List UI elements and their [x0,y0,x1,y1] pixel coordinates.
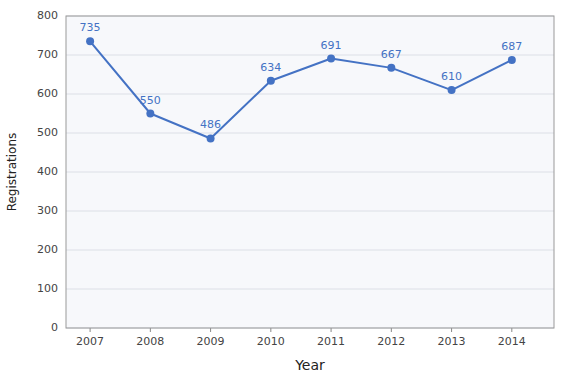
x-tick-label: 2013 [438,335,466,348]
data-label: 634 [260,61,281,74]
grid-line [66,172,554,173]
chart: 0 100 200 300 400 500 600 700 800 2007 2008 2009 201… [0,0,570,380]
x-axis: 2007 2008 2009 2010 2011 2012 2013 2014 [76,328,526,348]
data-labels: 735 550 486 634 691 667 610 687 [80,21,523,131]
x-tick-label: 2011 [317,335,345,348]
x-tick-label: 2014 [498,335,526,348]
data-label: 691 [321,39,342,52]
data-label: 735 [80,21,101,34]
y-tick-label: 700 [37,48,58,61]
y-axis-label: Registrations [5,133,19,212]
x-tick-label: 2007 [76,335,104,348]
x-tick [210,328,211,332]
chart-container: 0 100 200 300 400 500 600 700 800 2007 2008 2009 201… [0,0,570,380]
point [508,56,516,64]
line [90,41,512,138]
data-label: 550 [140,94,161,107]
y-tick-label: 300 [37,204,58,217]
x-tick [451,328,452,332]
x-tick-label: 2008 [136,335,164,348]
y-axis: 0 100 200 300 400 500 600 700 800 [37,9,554,334]
point [146,110,154,118]
grid-line [66,133,554,134]
point [448,86,456,94]
x-tick [331,328,332,332]
point [327,55,335,63]
x-tick [511,328,512,332]
y-tick-label: 200 [37,243,58,256]
series [86,37,516,142]
data-label: 486 [200,118,221,131]
y-tick-label: 400 [37,165,58,178]
y-tick-label: 600 [37,87,58,100]
grid-line [66,289,554,290]
point [207,134,215,142]
x-tick [391,328,392,332]
data-label: 610 [441,70,462,83]
y-tick-label: 0 [51,321,58,334]
plot-background [66,16,554,328]
page: {"chart_data": {"type": "line", "xlabel"… [0,0,570,380]
x-axis-label: Year [294,357,325,373]
point [86,37,94,45]
y-tick-label: 500 [37,126,58,139]
grid-line [66,55,554,56]
x-tick [270,328,271,332]
x-tick-label: 2012 [377,335,405,348]
y-tick-label: 100 [37,282,58,295]
x-tick [150,328,151,332]
point [267,77,275,85]
point [387,64,395,72]
grid-line [66,250,554,251]
data-label: 667 [381,48,402,61]
x-tick-label: 2010 [257,335,285,348]
x-tick-label: 2009 [197,335,225,348]
plot-frame [66,16,554,328]
grid-line [66,211,554,212]
x-tick [90,328,91,332]
y-tick-label: 800 [37,9,58,22]
data-label: 687 [501,40,522,53]
